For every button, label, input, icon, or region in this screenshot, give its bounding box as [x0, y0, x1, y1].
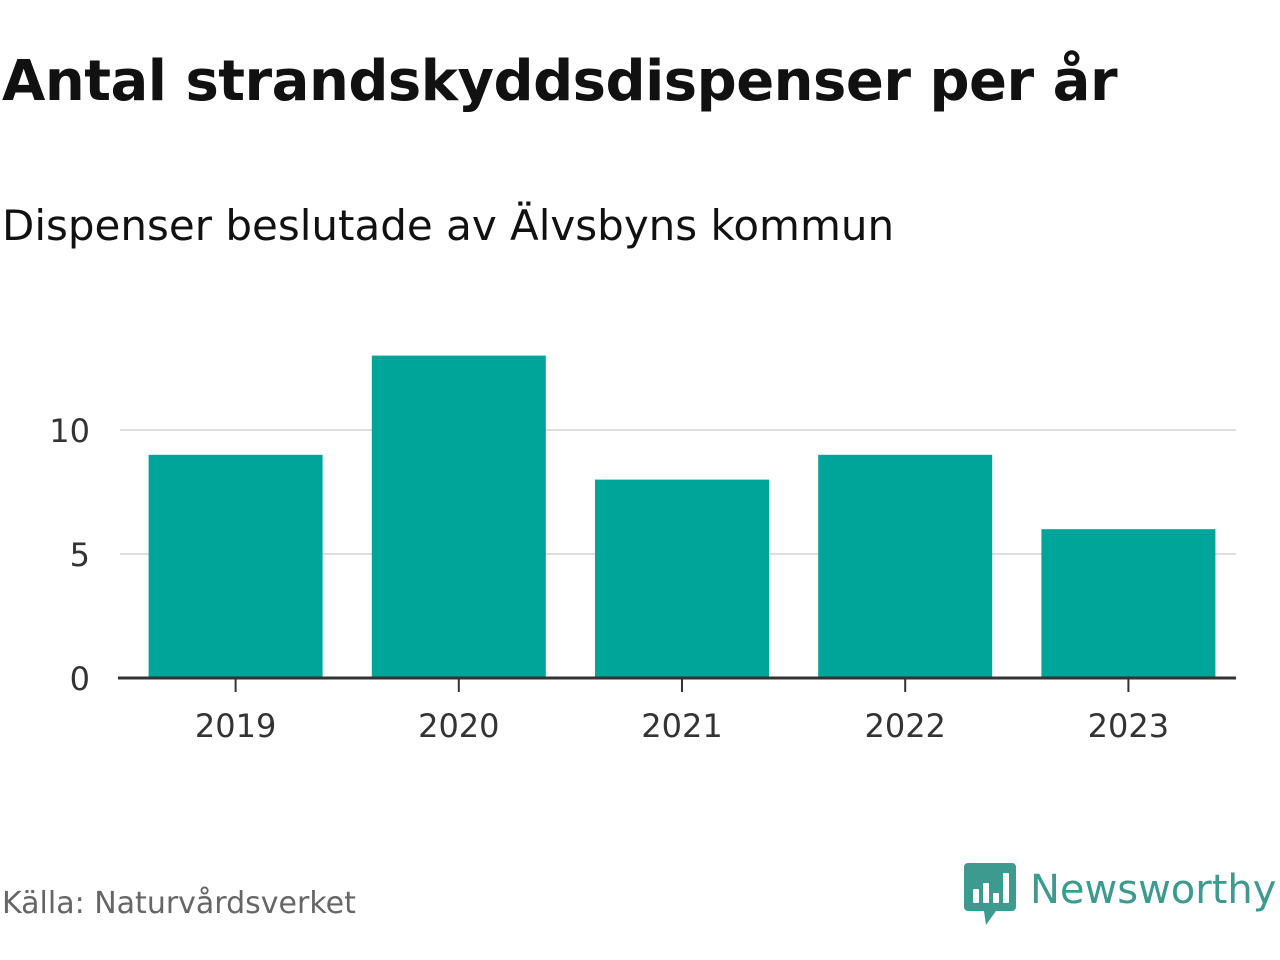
- y-tick-label: 10: [49, 412, 90, 450]
- x-axis-ticks: 2019 2020 2021 2022 2023: [195, 678, 1169, 745]
- brand-name: Newsworthy: [1030, 867, 1277, 913]
- y-tick-label: 5: [70, 536, 90, 574]
- x-tick-label: 2019: [195, 707, 276, 745]
- bar: [371, 355, 546, 678]
- bar: [1041, 529, 1216, 678]
- x-tick-label: 2020: [418, 707, 499, 745]
- bar: [818, 454, 993, 678]
- bar: [148, 454, 323, 678]
- y-axis-ticks: 0 5 10: [49, 412, 90, 698]
- bars: [148, 355, 1216, 678]
- source-note: Källa: Naturvårdsverket: [2, 886, 356, 921]
- x-tick-label: 2021: [641, 707, 722, 745]
- y-tick-label: 0: [70, 660, 90, 698]
- bar: [595, 479, 769, 678]
- chart-title: Antal strandskyddsdispenser per år: [2, 49, 1118, 114]
- x-tick-label: 2022: [864, 707, 945, 745]
- brand-logo[interactable]: Newsworthy: [964, 862, 1276, 926]
- newsworthy-logo-icon: [964, 863, 1016, 925]
- chart-subtitle: Dispenser beslutade av Älvsbyns kommun: [2, 201, 895, 250]
- x-tick-label: 2023: [1088, 707, 1169, 745]
